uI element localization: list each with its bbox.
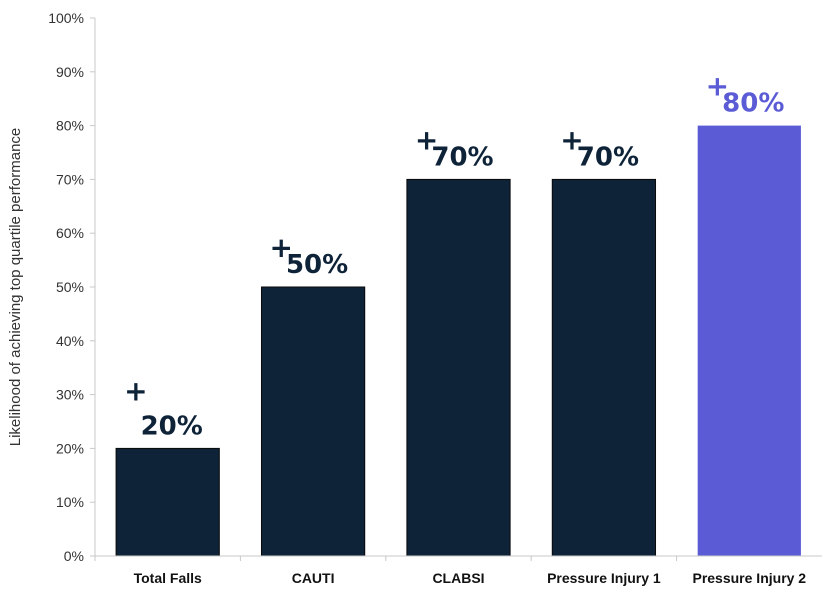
- data-label: 50%: [286, 250, 348, 280]
- bar: [260, 286, 366, 557]
- x-tick-label: Pressure Injury 2: [692, 570, 806, 586]
- plus-sign: +: [706, 70, 729, 103]
- data-label: 20%: [141, 411, 203, 441]
- y-tick-label: 10%: [56, 494, 84, 510]
- plus-sign: +: [415, 123, 438, 156]
- y-tick-label: 40%: [56, 333, 84, 349]
- y-tick-label: 30%: [56, 387, 84, 403]
- x-tick-label: Pressure Injury 1: [547, 570, 661, 586]
- y-tick-label: 100%: [48, 10, 84, 26]
- data-label: 80%: [722, 89, 784, 119]
- plus-sign: +: [124, 374, 147, 407]
- x-axis: Total Falls CAUTI CLABSI Pressure Injury 1 P…: [94, 555, 822, 586]
- y-axis: 0% 10% 20% 30% 40% 50% 60% 70% 80% 90% 100%: [48, 10, 96, 564]
- bar: [406, 178, 511, 557]
- y-tick-label: 0%: [64, 548, 84, 564]
- x-tick-label: CAUTI: [292, 570, 335, 586]
- data-labels: +20%+50%+70%+70%+80%: [124, 70, 784, 442]
- y-tick-label: 60%: [56, 225, 84, 241]
- x-tick-label: CLABSI: [432, 570, 484, 586]
- bar: [697, 125, 801, 556]
- data-label: 70%: [431, 142, 493, 172]
- y-tick-label: 80%: [56, 118, 84, 134]
- y-tick-label: 90%: [56, 64, 84, 80]
- y-tick-label: 50%: [56, 279, 84, 295]
- bar: [551, 178, 657, 557]
- x-tick-label: Total Falls: [134, 570, 202, 586]
- plus-sign: +: [269, 231, 292, 264]
- bars: [115, 125, 801, 557]
- y-tick-label: 20%: [56, 440, 84, 456]
- y-axis-title: Likelihood of achieving top quartile per…: [7, 128, 24, 447]
- y-tick-label: 70%: [56, 171, 84, 187]
- data-label: 70%: [577, 142, 639, 172]
- plus-sign: +: [560, 123, 583, 156]
- bar: [115, 447, 220, 557]
